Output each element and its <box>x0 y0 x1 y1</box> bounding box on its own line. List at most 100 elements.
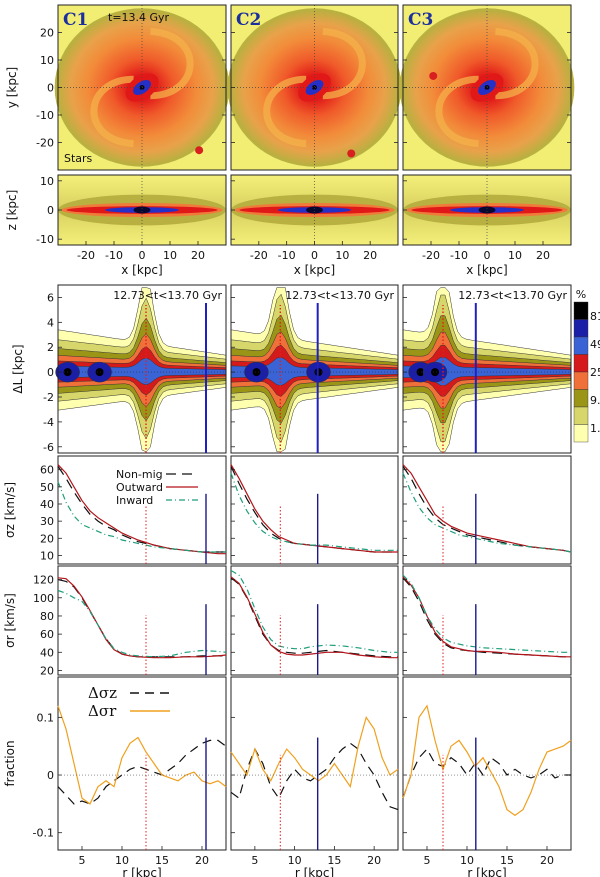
time-label: t=13.4 Gyr <box>108 11 170 24</box>
y-tick-label: 40 <box>40 646 54 659</box>
deltal-y-label: ΔL [kpc] <box>11 344 25 393</box>
y-tick-label: 100 <box>33 592 54 605</box>
x-tick-label: 5 <box>79 854 86 867</box>
fraction-panel-c3 <box>402 676 572 851</box>
x-tick-label: 0 <box>311 249 318 262</box>
series-line-z <box>402 748 571 799</box>
x-tick-label: 5 <box>251 854 258 867</box>
spiral-arm <box>322 27 366 100</box>
colorbar-swatch <box>573 336 589 355</box>
sigmar-panel-c3 <box>402 565 572 676</box>
edgeon-panel-c2: -20 -10 0 10 20 x [kpc] <box>230 174 399 277</box>
density-core <box>431 368 439 377</box>
colorbar-swatch <box>573 319 589 338</box>
fraction-y-label: fraction <box>3 740 17 786</box>
edgeon-core <box>478 206 496 214</box>
series-line-inward <box>57 481 226 553</box>
series-line-inward <box>230 472 398 551</box>
satellite-clump <box>429 71 438 80</box>
series-line-r <box>402 704 572 817</box>
spiral-arm <box>495 27 539 100</box>
faceon-panel-c2: C2 <box>227 4 402 171</box>
panel-label: C2 <box>236 10 261 30</box>
panel-frame <box>57 565 227 676</box>
series-line-nonmig <box>57 465 226 553</box>
fraction-x-label: r [kpc] <box>467 866 506 877</box>
panel-frame <box>402 676 572 851</box>
x-tick-label: 15 <box>155 854 169 867</box>
x-tick-label: 10 <box>288 854 302 867</box>
spiral-arm <box>263 75 307 148</box>
series-line-outward <box>230 464 398 553</box>
series-line-nonmig <box>402 465 572 553</box>
legend-label: Non-mig <box>116 468 163 481</box>
x-tick-label: -20 <box>422 249 440 262</box>
density-core <box>252 368 261 377</box>
series-line-inward <box>230 569 398 653</box>
y-tick-label: 0 <box>47 769 54 782</box>
x-tick-label: -10 <box>278 249 296 262</box>
edgeon-x-label: x [kpc] <box>121 263 162 277</box>
legend-label: Δσz <box>88 684 117 702</box>
colorbar-swatch <box>573 354 589 373</box>
panel-frame <box>230 565 399 676</box>
faceon-y-label: y [kpc] <box>5 67 19 108</box>
y-tick-label: -2 <box>43 391 54 404</box>
edgeon-panel-c3: -20 -10 0 10 20 x [kpc] <box>402 174 572 277</box>
x-tick-label: 0 <box>139 249 146 262</box>
y-tick-label: 0 <box>47 204 54 217</box>
x-tick-label: 0 <box>484 249 491 262</box>
y-tick-label: 2 <box>47 341 54 354</box>
x-tick-label: 10 <box>335 249 349 262</box>
y-tick-label: 0 <box>47 82 54 95</box>
y-tick-label: -4 <box>43 416 54 429</box>
colorbar-tick-label: 1.0 <box>590 422 600 435</box>
legend-label: Outward <box>116 481 163 494</box>
x-tick-label: -10 <box>450 249 468 262</box>
y-tick-label: 80 <box>40 610 54 623</box>
legend-label: Inward <box>116 494 153 507</box>
series-line-outward <box>230 576 398 659</box>
sigmaz-panel-c2 <box>230 455 399 565</box>
y-tick-label: 20 <box>40 532 54 545</box>
age-label: 12.73<t<13.70 Gyr <box>113 289 222 302</box>
y-tick-label: 120 <box>33 574 54 587</box>
x-tick-label: 20 <box>540 854 554 867</box>
y-tick-label: 40 <box>40 498 54 511</box>
colorbar-swatch <box>573 424 589 443</box>
fraction-panel-c2 <box>230 676 399 851</box>
satellite-clump <box>195 146 204 155</box>
x-tick-label: 10 <box>460 854 474 867</box>
y-tick-label: 6 <box>47 291 54 304</box>
colorbar-tick-label: 25 <box>590 366 600 379</box>
sigmaz-y-label: σz [km/s] <box>3 482 17 538</box>
legend-label: Δσr <box>88 702 117 720</box>
spiral-arm <box>435 75 479 148</box>
fraction-panel-c1: -0.1 0 0.1 <box>33 676 227 851</box>
colorbar-swatch <box>573 406 589 425</box>
x-tick-label: 5 <box>424 854 431 867</box>
panel-label: C1 <box>63 10 88 30</box>
edgeon-x-label: x [kpc] <box>466 263 507 277</box>
panel-frame <box>57 676 227 851</box>
sigmar-y-label: σr [km/s] <box>3 593 17 648</box>
age-label: 12.73<t<13.70 Gyr <box>285 289 394 302</box>
y-tick-label: 10 <box>40 175 54 188</box>
panel-frame <box>402 455 572 565</box>
stars-label: Stars <box>64 152 93 165</box>
x-tick-label: 20 <box>363 249 377 262</box>
y-tick-label: 60 <box>40 628 54 641</box>
x-tick-label: 10 <box>508 249 522 262</box>
x-tick-label: -10 <box>105 249 123 262</box>
age-label: 12.73<t<13.70 Gyr <box>458 289 567 302</box>
edgeon-core <box>133 206 151 214</box>
sigmaz-panel-c3 <box>402 455 572 565</box>
series-line-inward <box>402 574 571 653</box>
y-tick-label: -10 <box>36 233 54 246</box>
edgeon-x-label: x [kpc] <box>294 263 335 277</box>
y-tick-label: 30 <box>40 515 54 528</box>
edgeon-core <box>306 206 323 214</box>
x-tick-label: 20 <box>195 854 209 867</box>
y-tick-label: -6 <box>43 441 54 454</box>
